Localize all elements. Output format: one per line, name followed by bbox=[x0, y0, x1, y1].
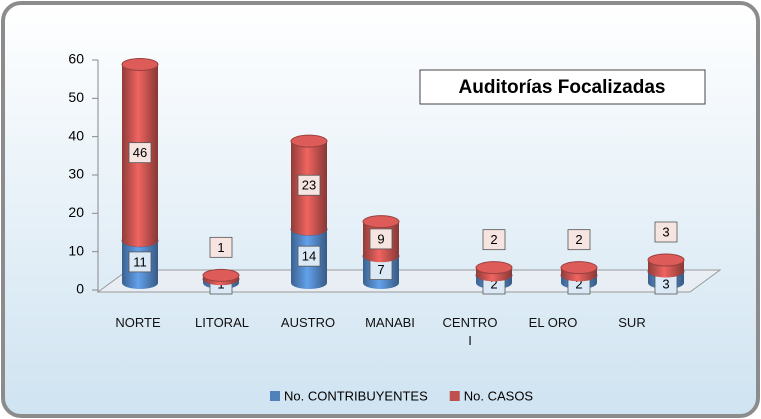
data-label-box bbox=[654, 221, 678, 243]
y-tick-label: 40 bbox=[68, 127, 84, 143]
data-label-text: 3 bbox=[662, 276, 669, 291]
data-label: 2 bbox=[482, 229, 506, 251]
data-label: 3 bbox=[654, 221, 678, 243]
data-label-text: 11 bbox=[133, 254, 147, 269]
data-label-box bbox=[128, 251, 152, 273]
chart-title: Auditorías Focalizadas bbox=[459, 77, 666, 98]
cylinder-top bbox=[647, 253, 685, 267]
data-label: 2 bbox=[567, 229, 591, 251]
data-label-text: 1 bbox=[217, 240, 224, 255]
bar-segment bbox=[647, 253, 685, 278]
title-box bbox=[419, 69, 706, 105]
x-tick-label: EL ORO bbox=[528, 315, 578, 330]
data-label: 11 bbox=[128, 251, 152, 273]
x-tick-label: AUSTRO bbox=[280, 315, 336, 330]
floor bbox=[96, 269, 722, 293]
data-label-text: 46 bbox=[133, 145, 147, 160]
x-tick-label: MANABI bbox=[365, 315, 415, 330]
x-tick-label: LITORAL bbox=[195, 315, 249, 330]
x-tick-label: NORTE bbox=[115, 315, 161, 330]
data-label-text: 2 bbox=[575, 276, 582, 291]
x-tick-label: SUR bbox=[618, 315, 646, 330]
y-tick-label: 50 bbox=[68, 89, 84, 105]
y-tick-label: 60 bbox=[68, 51, 84, 67]
bar-segment bbox=[202, 268, 240, 286]
data-label-box bbox=[128, 142, 152, 164]
legend-swatch bbox=[449, 391, 460, 401]
cylinder-top bbox=[362, 215, 400, 229]
data-label-box bbox=[297, 245, 321, 267]
legend-label: No. CASOS bbox=[464, 388, 534, 403]
data-label: 23 bbox=[297, 174, 321, 196]
data-label-text: 7 bbox=[377, 262, 384, 277]
cylinder-top bbox=[121, 58, 159, 71]
data-label-text: 14 bbox=[302, 249, 316, 264]
cylinder-top bbox=[560, 261, 598, 275]
legend-swatch bbox=[270, 391, 280, 401]
y-tick-label: 0 bbox=[76, 281, 84, 297]
y-tick-label: 20 bbox=[68, 204, 84, 220]
data-label: 7 bbox=[369, 259, 393, 280]
cylinder-top bbox=[202, 268, 240, 282]
data-label-box bbox=[369, 228, 393, 250]
data-label-text: 2 bbox=[490, 276, 497, 291]
cylinder-top bbox=[475, 261, 513, 275]
data-label: 1 bbox=[209, 236, 233, 258]
data-label: 9 bbox=[369, 228, 393, 250]
x-tick-label: CENTRO I bbox=[442, 315, 498, 348]
data-label-box bbox=[209, 236, 233, 258]
data-label-text: 9 bbox=[377, 231, 384, 246]
data-label-box bbox=[297, 174, 321, 196]
data-label-text: 2 bbox=[490, 232, 497, 247]
data-label-text: 2 bbox=[575, 232, 582, 247]
data-label-text: 3 bbox=[662, 224, 669, 239]
data-label-box bbox=[567, 229, 591, 251]
legend-label: No. CONTRIBUYENTES bbox=[284, 388, 428, 403]
data-label: 46 bbox=[128, 142, 152, 164]
y-tick-label: 10 bbox=[68, 242, 84, 258]
bar-segment bbox=[560, 261, 598, 282]
bar-segment bbox=[475, 261, 513, 282]
data-label: 14 bbox=[297, 245, 321, 267]
y-tick-label: 30 bbox=[68, 166, 84, 182]
cylinder-top bbox=[290, 134, 328, 148]
data-label-box bbox=[482, 229, 506, 251]
data-label-text: 23 bbox=[302, 178, 316, 193]
